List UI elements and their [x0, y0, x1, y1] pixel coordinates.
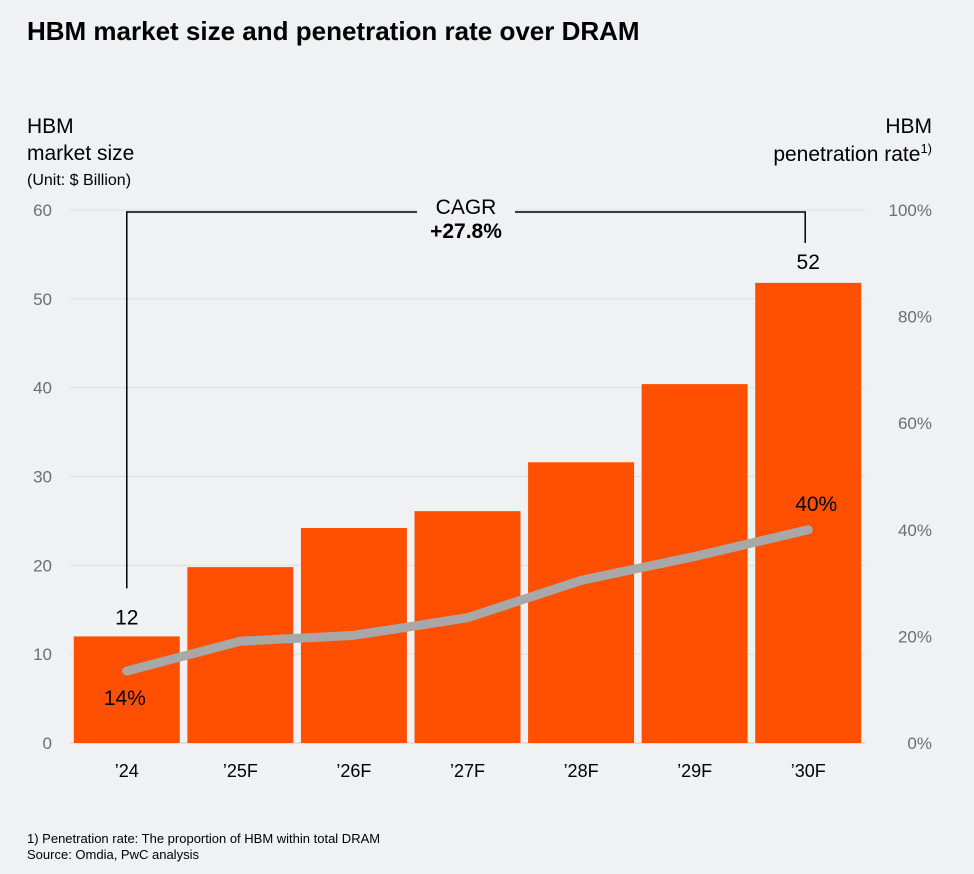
- left-tick-label: 60: [33, 201, 52, 220]
- left-tick-label: 0: [43, 734, 52, 753]
- right-axis-label-line-1: HBM: [885, 115, 932, 138]
- right-axis-label-superscript: 1): [920, 141, 932, 156]
- right-tick-label: 60%: [898, 414, 932, 433]
- x-tick-label: ’25F: [223, 761, 258, 781]
- line-label-first: 14%: [104, 687, 146, 710]
- line-label-last: 40%: [795, 493, 837, 516]
- left-tick-label: 20: [33, 556, 52, 575]
- footnote-1: 1) Penetration rate: The proportion of H…: [27, 831, 380, 846]
- x-tick-label: ’30F: [791, 761, 826, 781]
- right-tick-label: 100%: [889, 201, 932, 220]
- bar-4: [528, 462, 635, 743]
- bar-0: [73, 636, 180, 743]
- left-tick-label: 30: [33, 468, 52, 487]
- right-axis-ticks: 0% 20% 40% 60% 80% 100%: [889, 201, 932, 753]
- right-tick-label: 0%: [907, 734, 932, 753]
- bar-label-last: 52: [797, 251, 820, 274]
- left-axis-label-line-2: market size: [27, 142, 134, 165]
- right-tick-label: 20%: [898, 627, 932, 646]
- left-axis-ticks: 0 10 20 30 40 50 60: [33, 201, 52, 753]
- cagr-bracket: CAGR+27.8%: [126, 190, 806, 589]
- cagr-label: CAGR: [436, 196, 497, 219]
- right-tick-label: 40%: [898, 521, 932, 540]
- bars: [73, 282, 862, 743]
- bar-6: [755, 282, 862, 743]
- right-axis-label-line-2: penetration rate1): [773, 141, 932, 166]
- left-axis-unit-label: (Unit: $ Billion): [27, 172, 131, 189]
- x-axis-ticks: ’24 ’25F ’26F ’27F ’28F ’29F ’30F: [115, 761, 826, 781]
- left-tick-label: 10: [33, 645, 52, 664]
- cagr-value: +27.8%: [430, 220, 502, 243]
- cagr-label-box: [417, 190, 515, 242]
- footnote-source: Source: Omdia, PwC analysis: [27, 847, 199, 862]
- data-labels: 12 52 14% 40%: [104, 251, 837, 710]
- x-tick-label: ’29F: [677, 761, 712, 781]
- right-tick-label: 80%: [898, 308, 932, 327]
- left-tick-label: 40: [33, 379, 52, 398]
- bar-label-first: 12: [115, 606, 138, 629]
- x-tick-label: ’27F: [450, 761, 485, 781]
- left-tick-label: 50: [33, 290, 52, 309]
- right-axis-label-text: penetration rate: [773, 143, 920, 166]
- penetration-line-path: [122, 525, 813, 676]
- left-axis-label-line-1: HBM: [27, 115, 74, 138]
- chart-title: HBM market size and penetration rate ove…: [27, 16, 640, 46]
- penetration-line: [122, 525, 813, 676]
- x-tick-label: ’26F: [336, 761, 371, 781]
- x-tick-label: ’28F: [564, 761, 599, 781]
- x-tick-label: ’24: [115, 761, 139, 781]
